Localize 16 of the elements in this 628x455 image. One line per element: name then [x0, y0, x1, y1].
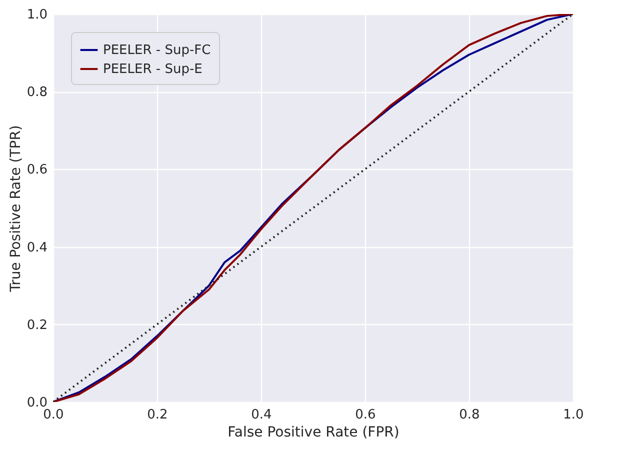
legend-label: PEELER - Sup-E — [103, 62, 202, 77]
x-tick-label: 0.2 — [147, 408, 168, 422]
x-tick-label: 1.0 — [563, 408, 584, 422]
x-tick-label: 0.4 — [251, 408, 272, 422]
y-tick-label: 1.0 — [26, 8, 48, 22]
x-tick-label: 0.8 — [459, 408, 480, 422]
y-tick-label: 0.2 — [26, 318, 48, 333]
legend-label: PEELER - Sup-FC — [103, 43, 211, 58]
y-tick-label: 0.6 — [26, 162, 48, 178]
x-tick-label: 0.6 — [355, 408, 376, 422]
y-tick-label: 0.4 — [26, 240, 48, 256]
y-axis-title: True Positive Rate (TPR) — [8, 125, 24, 293]
x-tick-label: 0.0 — [43, 408, 64, 422]
x-axis-title: False Positive Rate (FPR) — [228, 424, 400, 440]
y-tick-label: 0.0 — [26, 396, 48, 410]
y-tick-label: 0.8 — [26, 85, 48, 100]
